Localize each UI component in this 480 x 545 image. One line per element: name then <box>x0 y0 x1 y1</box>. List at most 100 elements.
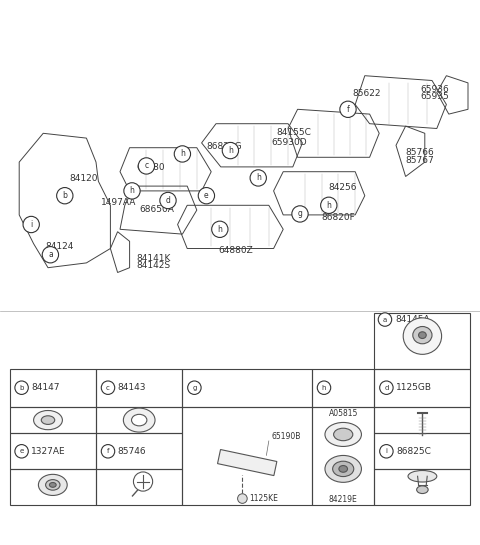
Text: 84120: 84120 <box>70 174 98 184</box>
Circle shape <box>133 472 153 491</box>
Text: i: i <box>30 220 32 229</box>
Text: 84219E: 84219E <box>329 495 358 504</box>
Circle shape <box>57 187 73 204</box>
Text: 84143: 84143 <box>118 383 146 392</box>
Ellipse shape <box>403 318 442 354</box>
Text: c: c <box>106 385 110 391</box>
Ellipse shape <box>339 465 348 473</box>
Text: 84147: 84147 <box>31 383 60 392</box>
Text: 65936: 65936 <box>420 84 449 94</box>
Bar <box>96 407 182 433</box>
Text: 64880Z: 64880Z <box>218 246 253 256</box>
Text: 84256: 84256 <box>329 183 357 191</box>
Bar <box>182 407 312 505</box>
Text: 65930D: 65930D <box>271 138 307 147</box>
Ellipse shape <box>419 332 426 338</box>
Text: 84141K: 84141K <box>137 253 171 263</box>
Circle shape <box>124 183 140 199</box>
Text: 85746: 85746 <box>118 447 146 456</box>
Text: 85767: 85767 <box>406 156 434 165</box>
Text: c: c <box>144 161 148 171</box>
Text: 1125GB: 1125GB <box>396 383 432 392</box>
Bar <box>96 433 182 469</box>
Text: e: e <box>20 449 24 455</box>
Text: 1125KE: 1125KE <box>250 494 278 503</box>
Text: 84155C: 84155C <box>276 128 311 137</box>
Circle shape <box>198 187 215 204</box>
Ellipse shape <box>413 326 432 344</box>
Ellipse shape <box>123 408 155 432</box>
Text: 64880: 64880 <box>137 164 166 172</box>
Ellipse shape <box>46 480 60 490</box>
Circle shape <box>174 146 191 162</box>
Bar <box>10 469 96 505</box>
Text: i: i <box>385 449 387 455</box>
Bar <box>96 368 182 407</box>
Bar <box>374 469 470 505</box>
Text: h: h <box>228 146 233 155</box>
Circle shape <box>138 158 155 174</box>
Text: A05815: A05815 <box>328 409 358 417</box>
Circle shape <box>378 313 392 326</box>
Text: h: h <box>322 385 326 391</box>
Text: 1497AA: 1497AA <box>101 198 136 208</box>
Ellipse shape <box>34 410 62 429</box>
Circle shape <box>238 494 247 504</box>
Bar <box>374 313 470 368</box>
Ellipse shape <box>325 456 361 482</box>
Text: 84142S: 84142S <box>137 261 171 270</box>
Circle shape <box>101 381 115 395</box>
Circle shape <box>222 142 239 159</box>
Bar <box>374 407 470 433</box>
Text: f: f <box>347 105 349 114</box>
Bar <box>312 407 374 505</box>
Text: 1327AE: 1327AE <box>31 447 66 456</box>
Bar <box>182 368 312 407</box>
Bar <box>96 469 182 505</box>
Ellipse shape <box>408 470 437 482</box>
Bar <box>312 368 374 407</box>
Circle shape <box>101 445 115 458</box>
Circle shape <box>250 170 266 186</box>
Text: 85766: 85766 <box>406 148 434 157</box>
Bar <box>374 433 470 469</box>
Circle shape <box>188 381 201 395</box>
Ellipse shape <box>334 428 353 441</box>
Text: f: f <box>107 449 109 455</box>
Circle shape <box>292 206 308 222</box>
Circle shape <box>340 101 356 118</box>
Circle shape <box>321 197 337 214</box>
Circle shape <box>380 381 393 395</box>
Text: 65935: 65935 <box>420 92 449 101</box>
Text: g: g <box>192 385 197 391</box>
Bar <box>374 368 470 407</box>
Bar <box>10 407 96 433</box>
Text: 86825C: 86825C <box>396 447 431 456</box>
Circle shape <box>23 216 39 233</box>
Polygon shape <box>217 450 277 476</box>
Text: a: a <box>383 317 387 323</box>
Text: a: a <box>48 250 53 259</box>
Text: e: e <box>204 191 209 200</box>
Ellipse shape <box>417 486 428 494</box>
Text: 85622: 85622 <box>353 89 381 99</box>
Ellipse shape <box>38 474 67 495</box>
Ellipse shape <box>325 422 361 446</box>
Circle shape <box>15 381 28 395</box>
Text: b: b <box>62 191 67 200</box>
Text: h: h <box>256 173 261 183</box>
Text: 68650A: 68650A <box>139 204 174 214</box>
Text: d: d <box>384 385 389 391</box>
Ellipse shape <box>333 461 354 476</box>
Text: d: d <box>166 196 170 205</box>
Text: 86820G: 86820G <box>206 142 242 152</box>
Text: g: g <box>298 209 302 219</box>
Text: 84145A: 84145A <box>396 315 430 324</box>
Circle shape <box>160 192 176 209</box>
Ellipse shape <box>132 414 147 426</box>
Text: 84124: 84124 <box>46 241 74 251</box>
Bar <box>10 368 96 407</box>
Text: b: b <box>19 385 24 391</box>
Text: h: h <box>326 201 331 210</box>
Text: 86820F: 86820F <box>322 213 355 222</box>
